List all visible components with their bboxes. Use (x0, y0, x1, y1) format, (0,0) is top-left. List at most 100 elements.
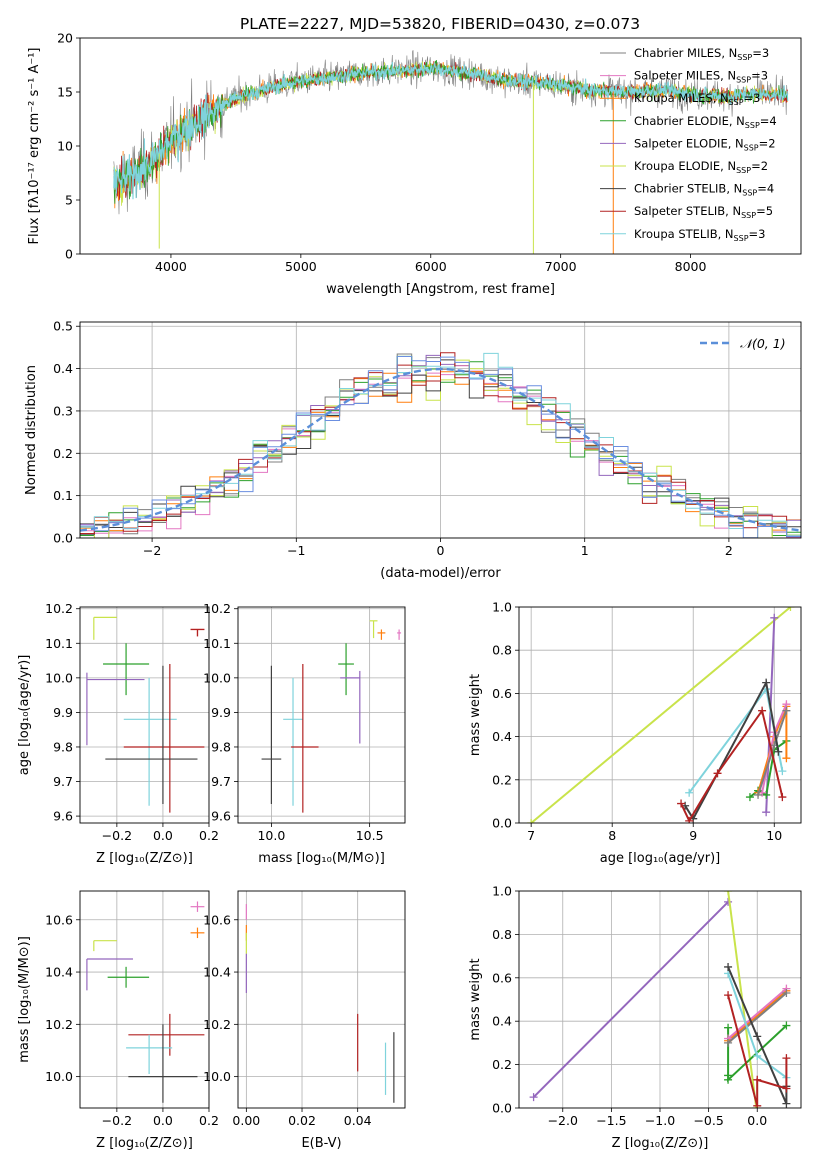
weight-marker (745, 793, 754, 802)
age_vs_mass-plot-area (238, 607, 405, 823)
weight-marker (770, 613, 779, 622)
x-tick-label: 0.0 (153, 1113, 173, 1128)
weight-line (765, 617, 776, 813)
legend-entry: Chabrier MILES, NSSP=3 (634, 46, 769, 62)
x-axis-label: wavelength [Angstrom, rest frame] (326, 282, 555, 297)
weight-marker (724, 897, 733, 906)
x-axis-label: age [log₁₀(age/yr)] (600, 851, 721, 866)
axes-frame (237, 606, 406, 824)
residuals-panel: −2 −1 0 1 2 0.0 0.1 0.2 0.3 0.4 0.5 (data-model)/er… (24, 319, 802, 581)
legend-entry: 𝒩(0, 1) (740, 336, 786, 351)
x-tick-label: 10 (766, 828, 782, 843)
y-tick-label: 0.0 (492, 816, 512, 831)
weight-marker (753, 1032, 762, 1041)
legend-entry: Salpeter ELODIE, NSSP=2 (634, 136, 776, 152)
y-tick-label: 0.4 (492, 729, 512, 744)
mass_vs_ebv-panel: 0.00 0.02 0.04 10.0 10.2 10.4 10.6 E(B-V) (203, 890, 406, 1151)
weight-line (757, 706, 788, 794)
y-tick-label: 5 (65, 193, 73, 208)
weight-marker (529, 1093, 538, 1102)
y-tick-label: 0.2 (492, 772, 512, 787)
axes-frame (518, 890, 802, 1109)
y-tick-label: 0.3 (53, 403, 73, 418)
legend-entry: Salpeter STELIB, NSSP=5 (634, 204, 773, 220)
x-axis-label: Z [log₁₀(Z/Z⊙)] (612, 1136, 709, 1151)
weight-marker (782, 1021, 791, 1030)
spectrum-panel: 4000 5000 6000 7000 8000 0 5 10 15 20 wavelength [… (27, 31, 802, 297)
weight-marker (754, 790, 763, 799)
weight-marker (782, 1084, 791, 1093)
y-tick-label: 10.2 (203, 601, 231, 616)
y-tick-label: 0.0 (53, 531, 73, 546)
x-tick-label: 0.00 (232, 1113, 260, 1128)
weight-marker (753, 1051, 762, 1060)
weight-marker (782, 988, 791, 997)
y-axis-label: Normed distribution (24, 365, 39, 495)
histogram-step-line (80, 352, 801, 536)
weight-marker (778, 767, 787, 776)
x-axis-label: Z [log₁₀(Z/Z⊙)] (96, 851, 193, 866)
weight_vs_Z-panel: −2.0 −1.5 −1.0 −0.5 0.0 0.0 0.2 0.4 0.6 0.8 1.0 Z [… (468, 884, 802, 1151)
weight-marker (724, 991, 733, 1000)
weight-marker (724, 1075, 733, 1084)
y-tick-label: 10.0 (203, 670, 231, 685)
x-tick-label: 6000 (415, 259, 447, 274)
residuals-plot-area (80, 322, 801, 538)
y-tick-label: 1.0 (492, 884, 512, 899)
axes-frame (518, 606, 802, 824)
axes-frame (237, 890, 406, 1109)
weight-marker (778, 793, 787, 802)
x-tick-label: 1 (581, 543, 589, 558)
legend-entry: Kroupa STELIB, NSSP=3 (634, 227, 765, 243)
y-tick-label: 10.6 (45, 912, 73, 927)
weight-marker (685, 816, 694, 823)
y-tick-label: 9.9 (211, 705, 231, 720)
weight-marker (713, 769, 722, 778)
x-tick-label: −1.0 (645, 1113, 675, 1128)
y-tick-label: 10.0 (203, 1069, 231, 1084)
x-tick-label: 7 (527, 828, 535, 843)
y-axis-label: age [log₁₀(age/yr)] (17, 655, 32, 776)
weight-marker (782, 754, 791, 763)
spectrum-plot-area (113, 50, 789, 254)
x-tick-label: −1.5 (596, 1113, 626, 1128)
y-tick-label: 9.7 (211, 774, 231, 789)
y-tick-label: 0.1 (53, 488, 73, 503)
y-tick-label: 9.7 (53, 774, 73, 789)
y-tick-label: 10.1 (203, 636, 231, 651)
histogram-step-line (80, 356, 801, 538)
y-tick-label: 15 (57, 85, 73, 100)
weight-marker (677, 799, 686, 808)
y-tick-label: 9.8 (53, 739, 73, 754)
histogram-step-line (80, 359, 801, 535)
gaussian-curve (80, 367, 801, 532)
weight-marker (753, 1101, 762, 1108)
x-tick-label: 10.0 (257, 828, 285, 843)
y-tick-label: 9.6 (211, 809, 231, 824)
y-tick-label: 10.2 (203, 1017, 231, 1032)
weight-marker (762, 790, 771, 799)
weight-line (530, 607, 792, 823)
legend-entry: Kroupa ELODIE, NSSP=2 (634, 159, 768, 175)
y-tick-label: 20 (57, 31, 73, 46)
y-tick-label: 10.4 (203, 965, 231, 980)
y-tick-label: 10.0 (45, 670, 73, 685)
spectrum-model-line (113, 61, 789, 200)
x-tick-label: 9 (689, 828, 697, 843)
weight_vs_Z-plot-area (519, 891, 801, 1108)
mass_vs_ebv-plot-area (238, 891, 405, 1108)
x-tick-label: 8 (608, 828, 616, 843)
weight-marker (724, 891, 733, 895)
y-axis-label: Flux [fλ10⁻¹⁷ erg cm⁻² s⁻¹ A⁻¹] (27, 48, 42, 245)
weight-marker (753, 1075, 762, 1084)
weight-marker (758, 706, 767, 715)
y-tick-label: 10.4 (45, 965, 73, 980)
age_vs_mass-panel: 10.0 10.5 9.6 9.7 9.8 9.9 10.0 10.1 10.2 mass [lo… (203, 601, 406, 866)
y-tick-label: 10 (57, 139, 73, 154)
x-tick-label: 0.0 (153, 828, 173, 843)
weight-marker (724, 962, 733, 971)
x-tick-label: −0.2 (102, 1113, 132, 1128)
y-tick-label: 0.8 (492, 927, 512, 942)
axes-frame (79, 890, 210, 1109)
spectrum-legend: Chabrier MILES, NSSP=3 Salpeter MILES, NS… (600, 46, 777, 243)
